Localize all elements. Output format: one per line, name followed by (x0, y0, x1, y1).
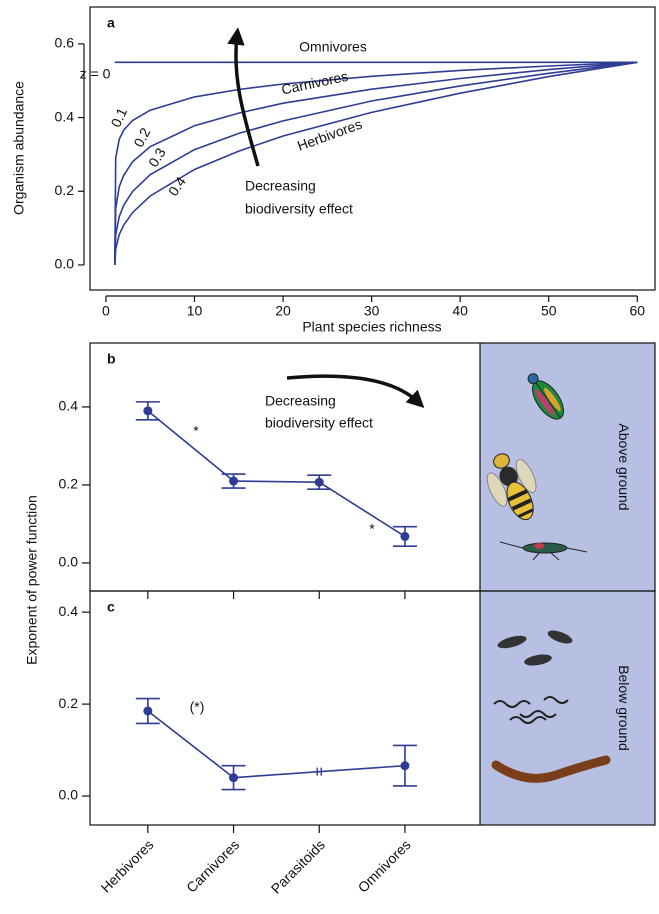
plot-frame (89, 6, 656, 291)
x-axis-label: Plant species richness (302, 319, 441, 335)
side-label: Below ground (616, 665, 632, 751)
connector (233, 764, 406, 779)
connector (147, 410, 235, 482)
annotation: Omnivores (299, 39, 367, 55)
y-axis-label: Organism abundance (11, 81, 27, 215)
nematodes (493, 696, 569, 724)
y-tick-label: 0.4 (59, 603, 79, 619)
x-tick-label: 20 (275, 303, 291, 319)
side-panel (480, 343, 655, 825)
annotation: biodiversity effect (265, 415, 373, 431)
y-tick-label: 0.4 (55, 108, 75, 124)
x-tick-label: 30 (364, 303, 380, 319)
arrow (286, 374, 425, 409)
curve (114, 61, 638, 265)
curve-label: z = 0 (80, 66, 111, 82)
y-tick-label: 0.2 (59, 695, 79, 711)
annotation: Carnivores (280, 68, 350, 98)
curve-label: 0.1 (107, 105, 130, 130)
x-tick-label: Carnivores (183, 836, 242, 895)
panel-label: c (107, 599, 115, 615)
x-tick-label: 0 (102, 303, 110, 319)
annotation: (*) (190, 699, 205, 715)
y-tick-label: 0.6 (55, 35, 75, 51)
illustrations (486, 373, 611, 783)
annotation: biodiversity effect (245, 201, 353, 217)
annotation: Herbivores (295, 116, 364, 154)
curve-label: 0.4 (165, 174, 189, 199)
annotation: * (193, 423, 199, 439)
plot-frame (89, 590, 656, 826)
x-tick-label: 60 (629, 303, 645, 319)
y-tick-label: 0.4 (59, 398, 79, 414)
earthworm (491, 755, 611, 783)
side-label: Above ground (616, 423, 632, 510)
connector (233, 480, 320, 484)
y-tick-label: 0.0 (59, 554, 79, 570)
point (400, 761, 410, 771)
y-tick-label: 0.0 (55, 256, 75, 272)
x-tick-label: 10 (187, 303, 203, 319)
y-tick-label: 0.2 (59, 476, 79, 492)
annotation: Decreasing (265, 393, 336, 409)
x-tick-label: 40 (452, 303, 468, 319)
connector (318, 481, 406, 538)
wasp (486, 453, 537, 521)
x-tick-label: Omnivores (355, 836, 414, 895)
panel-label: b (107, 351, 116, 367)
point (400, 531, 410, 541)
curve (114, 61, 638, 265)
connector (147, 710, 235, 779)
curve (114, 61, 638, 265)
arrow (227, 27, 260, 167)
panel-label: a (107, 15, 115, 31)
beetle (527, 373, 565, 420)
x-tick-label: 50 (541, 303, 557, 319)
y-axis-label: Exponent of power function (24, 495, 40, 665)
annotation: * (369, 521, 375, 537)
y-tick-label: 0.2 (55, 182, 75, 198)
y-tick-label: 0.0 (59, 787, 79, 803)
x-tick-label: Parasitoids (268, 836, 328, 896)
parasitoid (499, 541, 588, 561)
x-tick-label: Herbivores (97, 836, 156, 895)
mites (497, 630, 573, 666)
annotation: Decreasing (245, 178, 316, 194)
curve (114, 61, 638, 265)
